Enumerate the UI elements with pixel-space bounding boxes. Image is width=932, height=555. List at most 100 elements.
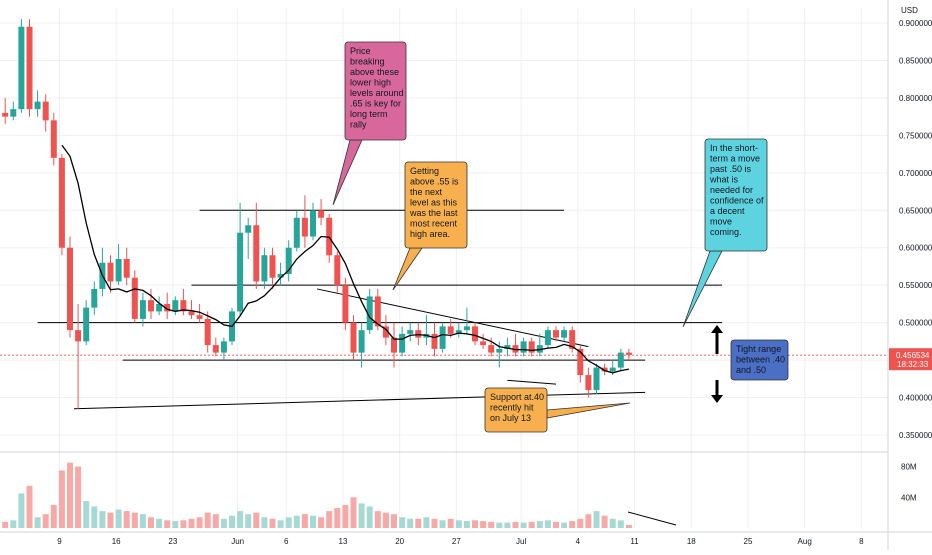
callout-text-line: move bbox=[710, 217, 732, 227]
candle-body bbox=[512, 345, 519, 353]
volume-bar bbox=[310, 515, 316, 528]
volume-bar bbox=[237, 511, 244, 528]
up-arrow-head bbox=[711, 325, 723, 333]
callout-text-line: between .40 bbox=[736, 355, 785, 365]
volume-bar bbox=[269, 518, 276, 528]
candle-body bbox=[253, 225, 260, 282]
volume-bar bbox=[123, 511, 130, 528]
callout-text-line: most recent bbox=[410, 219, 458, 229]
candle-body bbox=[407, 330, 414, 334]
volume-bar bbox=[245, 514, 252, 528]
candle-body bbox=[569, 330, 576, 349]
candle-body bbox=[237, 232, 244, 312]
volume-bar bbox=[253, 512, 260, 528]
candle-body bbox=[374, 296, 381, 327]
volume-bar bbox=[2, 521, 9, 528]
time-tick-label: 16 bbox=[112, 537, 121, 546]
time-tick-label: 9 bbox=[57, 537, 62, 546]
volume-bar bbox=[75, 466, 82, 528]
volume-bar bbox=[261, 517, 268, 528]
candle-body bbox=[447, 326, 454, 334]
callout-text-line: above .55 is bbox=[410, 177, 459, 187]
down-arrow-head bbox=[711, 395, 723, 403]
volume-bar bbox=[58, 470, 65, 528]
callout-text-line: In the short- bbox=[710, 143, 758, 153]
candle-body bbox=[123, 258, 130, 278]
candle-body bbox=[488, 345, 495, 353]
volume-bar bbox=[18, 493, 25, 528]
volume-bar bbox=[431, 518, 438, 528]
candle-body bbox=[172, 300, 179, 312]
candle-body bbox=[58, 157, 65, 248]
last-price-label: 0.456534 bbox=[896, 351, 930, 360]
candle-body bbox=[520, 341, 527, 353]
candle-body bbox=[83, 307, 90, 342]
candle-body bbox=[625, 352, 632, 355]
callout-text-line: coming. bbox=[710, 227, 742, 237]
volume-bar bbox=[569, 521, 576, 528]
callout-text-line: a decent bbox=[710, 206, 745, 216]
time-tick-label: 23 bbox=[168, 537, 177, 546]
candle-body bbox=[553, 330, 559, 338]
candle-body bbox=[544, 330, 551, 346]
volume-bar bbox=[326, 511, 333, 528]
candle-body bbox=[496, 348, 503, 353]
volume-bar bbox=[67, 462, 73, 528]
volume-bar bbox=[561, 522, 568, 528]
volume-bar bbox=[625, 524, 632, 528]
candle-body bbox=[212, 345, 219, 353]
volume-bar bbox=[196, 517, 203, 528]
price-tick-label: 0.350000 bbox=[899, 431, 932, 440]
volume-bar bbox=[220, 518, 227, 528]
callout-text-line: on July 13 bbox=[490, 413, 531, 423]
candle-body bbox=[366, 296, 373, 331]
candle-body bbox=[561, 330, 568, 338]
candle-body bbox=[455, 330, 462, 334]
candle-body bbox=[67, 247, 73, 331]
callout-text-line: above these bbox=[350, 67, 399, 77]
price-tick-label: 0.550000 bbox=[899, 281, 932, 290]
candle-body bbox=[301, 217, 308, 237]
candle-body bbox=[391, 337, 397, 353]
candle-body bbox=[220, 341, 227, 353]
price-tick-label: 0.700000 bbox=[899, 169, 932, 178]
callout-box bbox=[404, 161, 468, 249]
volume-bar bbox=[301, 514, 308, 528]
candle-body bbox=[593, 367, 600, 391]
candle-body bbox=[164, 303, 171, 312]
candle-body bbox=[415, 330, 422, 338]
candle-body bbox=[463, 326, 470, 331]
volume-layer bbox=[2, 462, 677, 528]
price-tick-label: 0.400000 bbox=[899, 394, 932, 403]
volume-bar bbox=[115, 509, 122, 528]
volume-bar bbox=[374, 511, 381, 528]
volume-bar bbox=[512, 521, 519, 528]
callout-text-line: was the last bbox=[409, 208, 458, 218]
candle-body bbox=[75, 330, 82, 342]
volume-bar bbox=[480, 521, 487, 528]
candle-body bbox=[26, 26, 33, 110]
volume-bar bbox=[601, 515, 608, 528]
candle-body bbox=[326, 217, 333, 256]
volume-bar bbox=[504, 522, 511, 528]
volume-bar bbox=[139, 514, 146, 528]
price-tick-label: 0.750000 bbox=[899, 131, 932, 140]
volume-bar bbox=[172, 521, 179, 528]
volume-bar bbox=[472, 520, 478, 528]
candle-body bbox=[350, 322, 357, 353]
candle-body bbox=[10, 109, 17, 117]
time-tick-label: 11 bbox=[630, 537, 639, 546]
volume-bar bbox=[609, 518, 616, 528]
candle-body bbox=[342, 285, 349, 323]
volume-bar bbox=[107, 512, 114, 528]
candle-body bbox=[34, 101, 41, 110]
callout-text-line: Getting bbox=[410, 166, 439, 176]
candle-body bbox=[577, 348, 584, 376]
candle-body bbox=[277, 273, 284, 278]
candle-body bbox=[334, 255, 341, 286]
candle-body bbox=[358, 330, 365, 353]
